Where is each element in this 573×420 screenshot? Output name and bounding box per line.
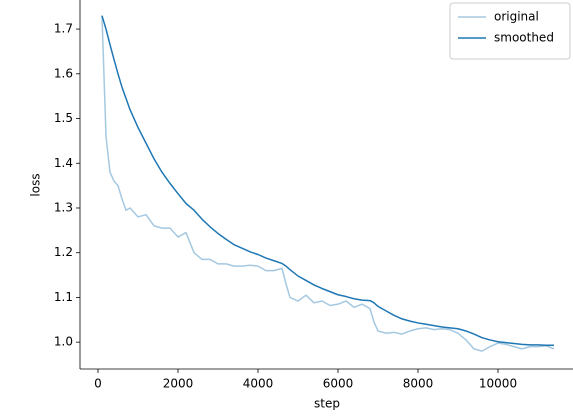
y-tick-label: 1.1 [54, 290, 73, 304]
y-tick-label: 1.3 [54, 200, 73, 214]
y-tick-label: 1.2 [54, 245, 73, 259]
y-tick-label: 1.5 [54, 111, 73, 125]
line-1 [101, 15, 554, 347]
y-tick-label: 1.6 [54, 66, 73, 80]
x-axis-label: step [314, 397, 340, 411]
x-tick-label: 8000 [403, 377, 434, 391]
legend-label: smoothed [494, 31, 554, 45]
x-tick-label: 4000 [243, 377, 274, 391]
y-tick-label: 1.4 [54, 156, 73, 170]
y-tick-label: 1.7 [54, 22, 73, 36]
x-tick-label: 10000 [479, 377, 517, 391]
y-axis-label: loss [29, 173, 43, 196]
line-0 [101, 15, 555, 352]
x-tick-label: 6000 [323, 377, 354, 391]
x-tick-label: 0 [94, 377, 102, 391]
y-tick-label: 1.0 [54, 335, 73, 349]
legend-label: original [494, 10, 539, 24]
x-tick-label: 2000 [163, 377, 194, 391]
